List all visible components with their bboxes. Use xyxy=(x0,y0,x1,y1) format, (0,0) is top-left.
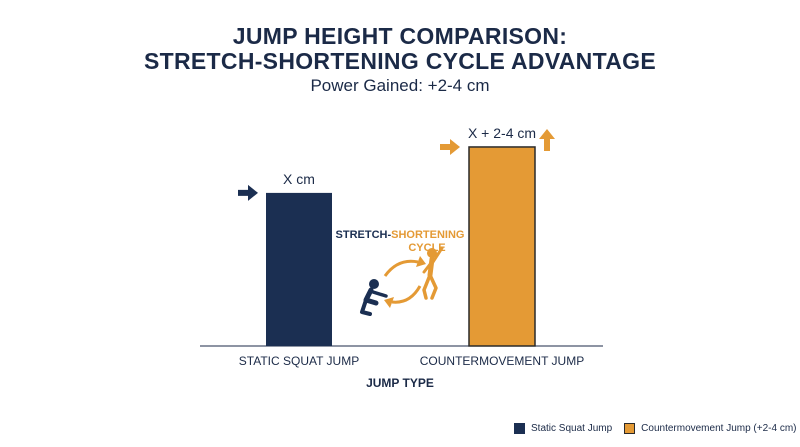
annotation-part-shortening: SHORTENING xyxy=(391,229,464,241)
arrow-right-icon xyxy=(440,138,460,155)
legend-label-static: Static Squat Jump xyxy=(531,423,613,434)
bar-label-static: X cm xyxy=(283,171,315,187)
chart-title-line-1: JUMP HEIGHT COMPARISON: xyxy=(232,23,568,49)
legend-label-counter: Countermovement Jump (+2-4 cm) xyxy=(641,423,797,434)
legend-item-static: Static Squat Jump xyxy=(514,423,612,434)
x-axis-title: JUMP TYPE xyxy=(366,376,434,390)
squatting-athlete-icon xyxy=(360,279,388,316)
annotation-part-stretch: STRETCH- xyxy=(336,229,392,241)
chart-subtitle: Power Gained: +2-4 cm xyxy=(310,76,490,95)
bar-label-counter: X + 2-4 cm xyxy=(468,125,536,141)
bar-static-squat-jump xyxy=(266,192,332,346)
legend-swatch-counter xyxy=(624,423,636,434)
chart-title-line-2: STRETCH-SHORTENING CYCLE ADVANTAGE xyxy=(144,48,656,74)
arrow-up-icon xyxy=(539,128,555,151)
cycle-arrows-icon xyxy=(383,256,426,308)
chart-legend: Static Squat Jump Countermovement Jump (… xyxy=(514,423,797,434)
legend-item-counter: Countermovement Jump (+2-4 cm) xyxy=(624,423,797,434)
arrow-right-icon xyxy=(238,184,258,201)
bar-countermovement-jump xyxy=(468,146,536,347)
jumping-athlete-icon xyxy=(422,246,444,300)
legend-swatch-static xyxy=(514,423,525,434)
annotation-ssc-line1: STRETCH-SHORTENING xyxy=(336,229,465,241)
tick-label-counter: COUNTERMOVEMENT JUMP xyxy=(420,354,584,368)
tick-label-static: STATIC SQUAT JUMP xyxy=(239,354,359,368)
